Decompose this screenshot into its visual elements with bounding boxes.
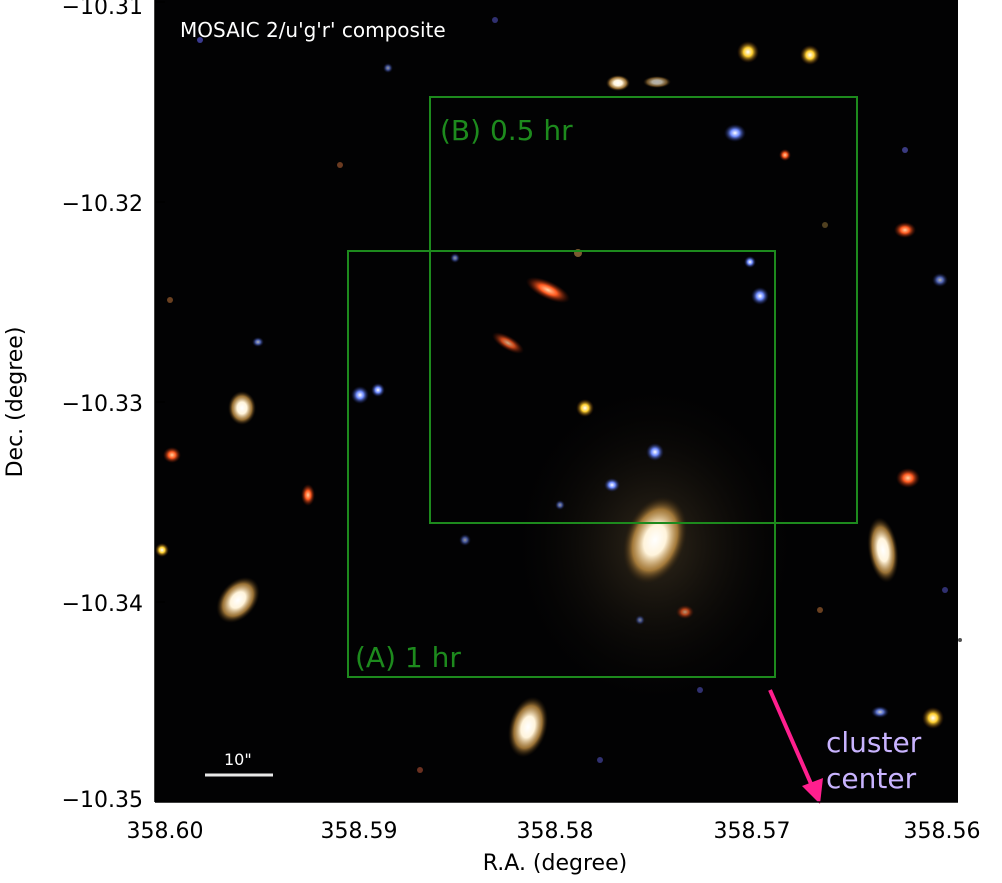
region-box-a: [347, 250, 776, 678]
galaxy: [867, 517, 899, 583]
x-tick-label: 358.56: [904, 819, 981, 844]
y-tick-label: −10.33: [62, 392, 143, 417]
region-box-b: [429, 96, 858, 524]
y-axis-title: Dec. (degree): [3, 327, 28, 478]
galaxy: [228, 391, 256, 425]
region-label-b: (B) 0.5 hr: [440, 114, 573, 147]
x-tick-label: 358.58: [517, 819, 594, 844]
x-tick-label: 358.60: [127, 819, 204, 844]
scale-bar-label: 10": [224, 750, 252, 769]
sky-image: [155, 0, 962, 802]
panel-title: MOSAIC 2/u'g'r' composite: [180, 18, 446, 42]
y-tick-label: −10.34: [62, 592, 143, 617]
region-label-a: (A) 1 hr: [355, 641, 461, 674]
y-tick-label: −10.31: [62, 0, 143, 20]
x-axis-title: R.A. (degree): [483, 851, 627, 876]
galaxy: [216, 576, 260, 624]
y-tick-label: −10.35: [62, 788, 143, 813]
galaxy: [507, 696, 549, 758]
x-tick-label: 358.59: [321, 819, 398, 844]
cluster-center-label-line2: center: [826, 762, 917, 795]
galaxy: [622, 496, 688, 584]
y-tick-label: −10.32: [62, 192, 143, 217]
x-tick-label: 358.57: [714, 819, 791, 844]
cluster-center-arrow: [768, 689, 823, 804]
y-axis: [154, 0, 165, 802]
cluster-center-label-line1: cluster: [826, 726, 922, 759]
